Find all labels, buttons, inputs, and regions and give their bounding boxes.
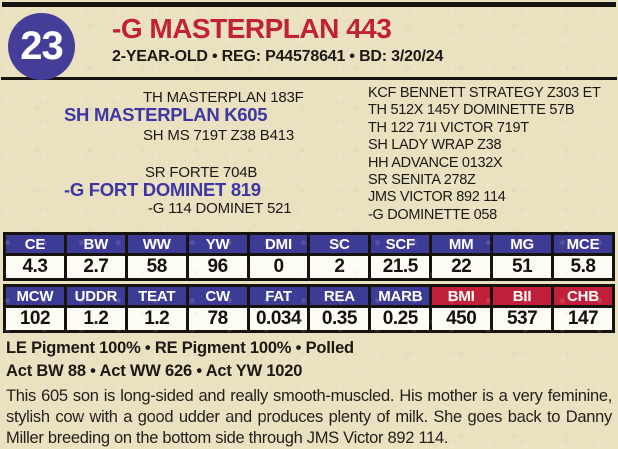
epd-value-cell: 51 xyxy=(490,253,555,281)
top-rule xyxy=(2,2,616,7)
pedigree-sire-dam: SH MS 719T Z38 B413 xyxy=(143,127,295,144)
pedigree-ancestor: -G DOMINETTE 058 xyxy=(368,206,497,223)
epd-value-cell: 0.25 xyxy=(368,305,433,333)
epd-value-cell: 537 xyxy=(490,305,555,333)
epd-value-cell: 1.2 xyxy=(63,305,128,333)
epd-value-cell: 58 xyxy=(124,253,189,281)
epd-value-cell: 21.5 xyxy=(368,253,433,281)
pedigree-ancestor: SR SENITA 278Z xyxy=(368,172,476,189)
pedigree-ancestor: TH 512X 145Y DOMINETTE 57B xyxy=(368,102,575,119)
epd-tables: CE BW WW YW DMI SC SCF MM MG MCE 4.3 2.7… xyxy=(0,230,618,333)
epd-table-secondary: MCW UDDR TEAT CW FAT REA MARB BMI BII CH… xyxy=(3,284,615,333)
pedigree-dam: -G FORT DOMINET 819 xyxy=(64,179,261,200)
epd-header-cell: FAT xyxy=(246,284,311,308)
epd-header-cell: REA xyxy=(307,284,372,308)
epd-header-cell: CE xyxy=(3,232,67,256)
epd-value-cell: 22 xyxy=(429,253,494,281)
epd-header-cell-index: CHB xyxy=(551,284,615,308)
pedigree-panel: TH MASTERPLAN 183F SH MASTERPLAN K605 SH… xyxy=(0,80,618,230)
epd-header-cell: BW xyxy=(63,232,128,256)
pedigree-ancestor: TH 122 71I VICTOR 719T xyxy=(368,119,529,136)
epd-header-cell: MCE xyxy=(551,232,615,256)
epd-header-cell: UDDR xyxy=(63,284,128,308)
epd-value-cell: 450 xyxy=(429,305,494,333)
pedigree-dam-dam: -G 114 DOMINET 521 xyxy=(148,200,292,217)
lot-header-text: -G MASTERPLAN 443 2-YEAR-OLD • REG: P445… xyxy=(112,14,443,66)
actual-weights-line: Act BW 88 • Act WW 626 • Act YW 1020 xyxy=(6,362,303,380)
epd-header-cell: MM xyxy=(429,232,494,256)
epd-header-cell: SCF xyxy=(368,232,433,256)
epd-value-cell: 0.034 xyxy=(246,305,311,333)
epd-header-cell: TEAT xyxy=(124,284,189,308)
epd-value-cell: 2 xyxy=(307,253,372,281)
pigment-line: LE Pigment 100% • RE Pigment 100% • Poll… xyxy=(6,339,354,357)
epd-value-cell: 96 xyxy=(185,253,250,281)
epd-header-cell: SC xyxy=(307,232,372,256)
epd-value-cell: 1.2 xyxy=(124,305,189,333)
bull-name-title: -G MASTERPLAN 443 xyxy=(112,13,392,44)
description-paragraph: This 605 son is long-sided and really sm… xyxy=(6,387,612,447)
pedigree-dam-sire: SR FORTE 704B xyxy=(145,164,258,181)
epd-value-cell: 4.3 xyxy=(3,253,67,281)
epd-table-primary: CE BW WW YW DMI SC SCF MM MG MCE 4.3 2.7… xyxy=(3,232,615,281)
pedigree-ancestor: SH LADY WRAP Z38 xyxy=(368,137,502,154)
epd-value-cell: 0 xyxy=(246,253,311,281)
epd-value-cell: 102 xyxy=(3,305,67,333)
epd-value-cell: 0.35 xyxy=(307,305,372,333)
pedigree-ancestor: JMS VICTOR 892 114 xyxy=(368,189,506,206)
epd-header-row: MCW UDDR TEAT CW FAT REA MARB BMI BII CH… xyxy=(3,284,615,308)
pedigree-ancestor: KCF BENNETT STRATEGY Z303 ET xyxy=(368,85,601,101)
lot-number-badge: 23 xyxy=(8,13,75,80)
epd-header-cell: WW xyxy=(124,232,189,256)
lot-subtitle: 2-YEAR-OLD • REG: P44578641 • BD: 3/20/2… xyxy=(112,48,444,65)
epd-header-cell-index: BII xyxy=(490,284,555,308)
lot-header: 23 -G MASTERPLAN 443 2-YEAR-OLD • REG: P… xyxy=(0,7,618,80)
pedigree-sire: SH MASTERPLAN K605 xyxy=(64,104,268,125)
pedigree-ancestor: HH ADVANCE 0132X xyxy=(368,154,503,171)
epd-value-cell: 2.7 xyxy=(63,253,128,281)
pedigree-sire-sire: TH MASTERPLAN 183F xyxy=(143,89,304,106)
epd-header-cell-index: BMI xyxy=(429,284,494,308)
epd-value-row: 4.3 2.7 58 96 0 2 21.5 22 51 5.8 xyxy=(3,253,615,281)
epd-value-cell: 147 xyxy=(551,305,615,333)
epd-value-cell: 5.8 xyxy=(551,253,615,281)
pedigree-extended-list: KCF BENNETT STRATEGY Z303 ET TH 512X 145… xyxy=(368,85,601,224)
epd-value-row: 102 1.2 1.2 78 0.034 0.35 0.25 450 537 1… xyxy=(3,305,615,333)
lot-number: 23 xyxy=(20,24,63,68)
header-divider xyxy=(1,77,617,80)
epd-header-cell: DMI xyxy=(246,232,311,256)
epd-header-cell: CW xyxy=(185,284,250,308)
epd-header-cell: MARB xyxy=(368,284,433,308)
epd-header-cell: MG xyxy=(490,232,555,256)
epd-value-cell: 78 xyxy=(185,305,250,333)
epd-header-cell: MCW xyxy=(3,284,67,308)
epd-header-cell: YW xyxy=(185,232,250,256)
epd-header-row: CE BW WW YW DMI SC SCF MM MG MCE xyxy=(3,232,615,256)
